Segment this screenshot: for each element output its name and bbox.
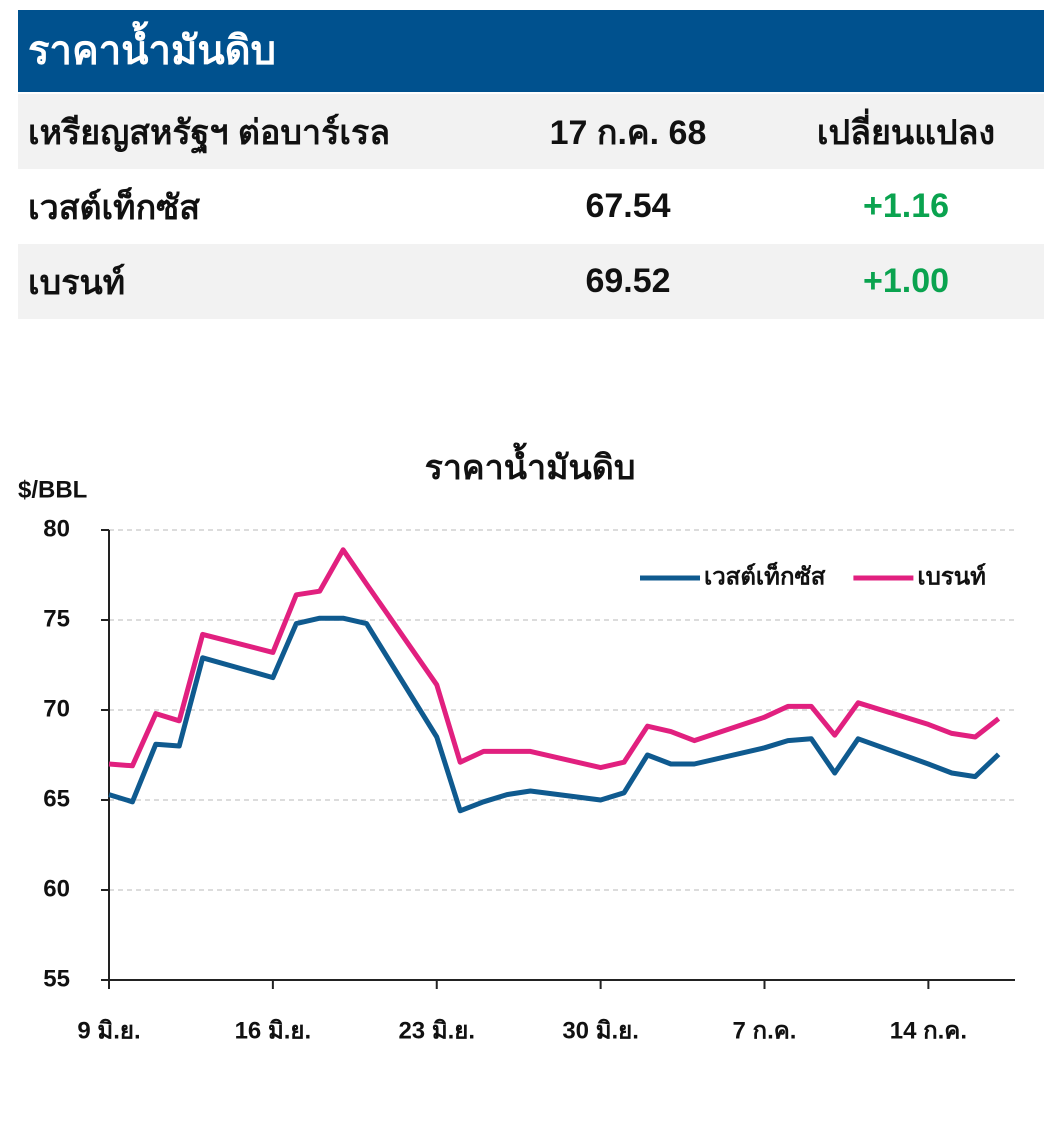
x-tick-label: 14 ก.ค. bbox=[890, 1017, 967, 1044]
table-cell: เหรียญสหรัฐฯ ต่อบาร์เรล bbox=[28, 113, 391, 152]
y-tick-label: 65 bbox=[43, 785, 70, 812]
x-tick-label: 16 มิ.ย. bbox=[235, 1017, 312, 1044]
table-cell: 69.52 bbox=[585, 262, 671, 300]
table: เหรียญสหรัฐฯ ต่อบาร์เรล 17 ก.ค. 68 เปลี่ยน… bbox=[18, 94, 1044, 319]
table-cell: เบรนท์ bbox=[28, 263, 126, 302]
table-cell: เวสต์เท็กซัส bbox=[28, 188, 200, 227]
x-tick-label: 7 ก.ค. bbox=[733, 1017, 797, 1044]
y-tick-label: 55 bbox=[43, 965, 70, 992]
table-cell: 17 ก.ค. 68 bbox=[549, 113, 707, 152]
x-tick-label: 30 มิ.ย. bbox=[562, 1017, 639, 1044]
legend-label: เบรนท์ bbox=[917, 562, 986, 590]
table-cell: 67.54 bbox=[585, 187, 671, 225]
chart-title: ราคาน้ำมันดิบ bbox=[425, 442, 636, 487]
y-tick-label: 70 bbox=[43, 695, 70, 722]
table-cell: +1.16 bbox=[862, 187, 950, 225]
table-row: เวสต์เท็กซัส 67.54 +1.16 bbox=[18, 169, 1044, 244]
legend-label: เวสต์เท็กซัส bbox=[704, 561, 826, 590]
y-axis-label: $/BBL bbox=[18, 476, 87, 503]
y-tick-label: 80 bbox=[43, 515, 70, 542]
table-row: เบรนท์ 69.52 +1.00 bbox=[18, 244, 1044, 319]
data-line bbox=[108, 547, 1001, 771]
y-tick-label: 75 bbox=[43, 605, 70, 632]
table-cell: +1.00 bbox=[862, 262, 950, 300]
x-tick-label: 9 มิ.ย. bbox=[77, 1017, 140, 1044]
data-line bbox=[108, 615, 1001, 814]
x-tick-label: 23 มิ.ย. bbox=[398, 1017, 475, 1044]
y-tick-label: 60 bbox=[43, 875, 70, 902]
table-row: เหรียญสหรัฐฯ ต่อบาร์เรล 17 ก.ค. 68 เปลี่ยน… bbox=[18, 94, 1044, 169]
table-cell: เปลี่ยนแปลง bbox=[816, 113, 996, 152]
header-title: ราคาน้ำมันดิบ bbox=[18, 10, 1044, 92]
